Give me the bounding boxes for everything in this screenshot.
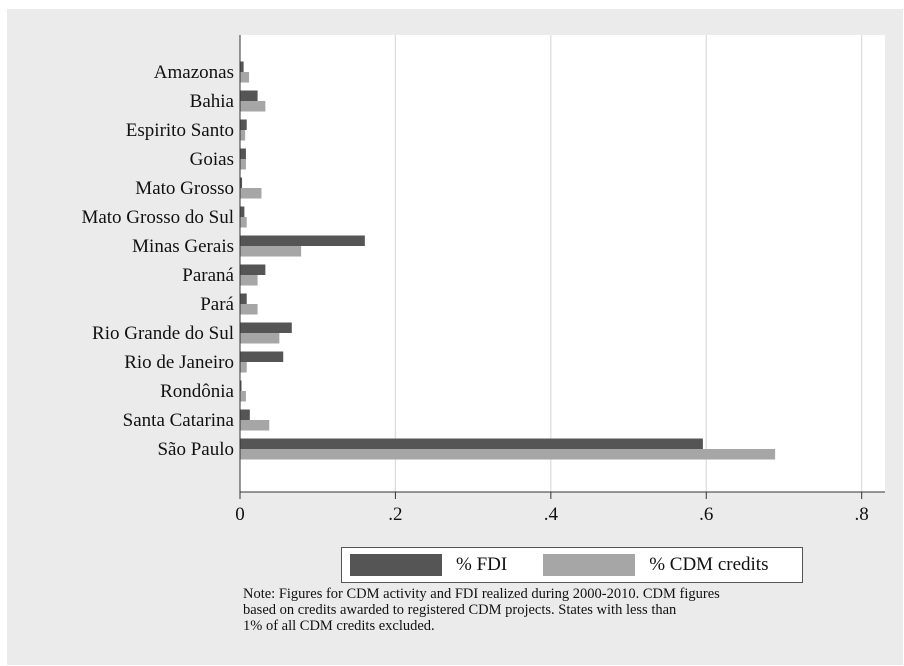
bar-fdi <box>240 322 292 333</box>
bar-fdi <box>240 380 242 391</box>
bar-cdm <box>240 391 246 402</box>
y-tick-label: Paraná <box>182 265 234 286</box>
bar-cdm <box>240 449 776 460</box>
y-tick-label: Mato Grosso <box>135 178 234 199</box>
bar-fdi <box>240 206 245 217</box>
x-tick-label: .6 <box>699 504 713 525</box>
bar-cdm <box>240 159 246 170</box>
bar-cdm <box>240 420 270 431</box>
y-tick-label: São Paulo <box>157 439 234 460</box>
bar-cdm <box>240 217 247 228</box>
legend-label-fdi: % FDI <box>456 554 508 575</box>
x-tick-label: 0 <box>235 504 245 525</box>
x-axis: 0 .2 .4 .6 .8 <box>235 35 885 525</box>
x-tick-label: .8 <box>855 504 869 525</box>
bar-fdi <box>240 177 243 188</box>
bar-fdi <box>240 264 266 275</box>
bar-fdi <box>240 90 258 101</box>
chart-note: Note: Figures for CDM activity and FDI r… <box>243 586 720 634</box>
gridlines <box>394 35 863 492</box>
bar-fdi <box>240 148 246 159</box>
y-tick-label: Mato Grosso do Sul <box>81 207 234 228</box>
y-tick-label: Amazonas <box>154 62 234 83</box>
legend-swatch-fdi <box>350 554 442 576</box>
bar-chart: Amazonas Bahia Espirito Santo Goias Mato Gro… <box>81 35 885 525</box>
y-tick-label: Minas Gerais <box>132 236 234 257</box>
bar-fdi <box>240 351 284 362</box>
chart-figure: Amazonas Bahia Espirito Santo Goias Mato Gro… <box>7 9 903 665</box>
y-tick-label: Espirito Santo <box>126 120 234 141</box>
bar-cdm <box>240 275 258 286</box>
y-tick-label: Santa Catarina <box>123 410 235 431</box>
bar-cdm <box>240 246 302 257</box>
legend: % FDI % CDM credits <box>341 547 803 583</box>
bar-cdm <box>240 130 246 141</box>
y-tick-label: Goias <box>190 149 234 170</box>
bar-fdi <box>240 61 244 72</box>
bar-fdi <box>240 235 365 246</box>
y-tick-label: Pará <box>200 294 234 315</box>
y-tick-label: Bahia <box>190 91 235 112</box>
y-tick-label: Rio Grande do Sul <box>92 323 234 344</box>
bar-fdi <box>240 438 703 449</box>
bars <box>240 61 776 460</box>
bar-fdi <box>240 293 247 304</box>
bar-fdi <box>240 409 250 420</box>
bar-cdm <box>240 72 250 83</box>
bar-cdm <box>240 333 280 344</box>
legend-swatch-cdm <box>543 554 636 576</box>
y-tick-label: Rondônia <box>160 381 234 402</box>
bar-fdi <box>240 119 247 130</box>
y-axis-labels: Amazonas Bahia Espirito Santo Goias Mato Gro… <box>81 62 234 460</box>
bar-cdm <box>240 362 247 373</box>
legend-label-cdm: % CDM credits <box>649 554 769 575</box>
x-tick-label: .4 <box>544 504 559 525</box>
bar-cdm <box>240 188 262 199</box>
x-tick-label: .2 <box>388 504 402 525</box>
plot-area <box>240 35 885 492</box>
bar-cdm <box>240 101 266 112</box>
bar-cdm <box>240 304 258 315</box>
y-tick-label: Rio de Janeiro <box>124 352 234 373</box>
